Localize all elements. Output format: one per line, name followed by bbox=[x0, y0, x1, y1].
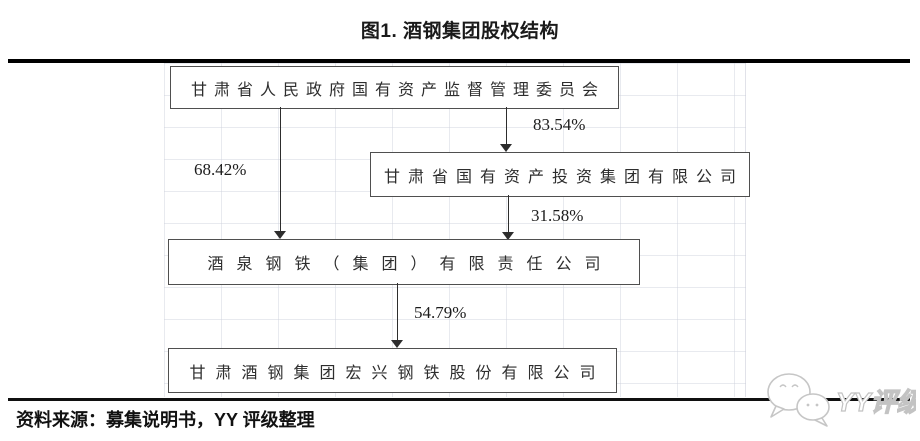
ownership-percent-label: 68.42% bbox=[194, 160, 247, 179]
ownership-percent-label: 54.79% bbox=[414, 303, 467, 322]
arrow-shaft bbox=[397, 283, 398, 342]
arrow-head-icon bbox=[500, 144, 512, 152]
source-note: 资料来源：募集说明书，YY 评级整理 bbox=[16, 410, 315, 430]
org-box-label: 甘肃省人民政府国有资产监督管理委员会 bbox=[190, 79, 605, 99]
watermark-logo: YY评级 bbox=[767, 373, 916, 427]
watermark-text: YY评级 bbox=[836, 387, 916, 417]
org-box-gansu-invest: 甘肃省国有资产投资集团有限公司 bbox=[370, 152, 750, 197]
org-box-gansu-sasac: 甘肃省人民政府国有资产监督管理委员会 bbox=[170, 66, 619, 109]
top-rule bbox=[8, 59, 910, 63]
grid-background bbox=[164, 63, 746, 397]
org-box-label: 甘肃省国有资产投资集团有限公司 bbox=[383, 166, 744, 186]
arrow-shaft bbox=[280, 107, 281, 233]
ownership-arrow-invest-to-jiuquan bbox=[502, 195, 514, 240]
arrow-head-icon bbox=[391, 340, 403, 348]
figure-title: 图1. 酒钢集团股权结构 bbox=[360, 21, 560, 42]
arrow-head-icon bbox=[274, 231, 286, 239]
equity-structure-diagram: 甘肃省人民政府国有资产监督管理委员会 83.54% 68.42% 甘肃省国有资产… bbox=[0, 63, 920, 398]
ownership-arrow-sasac-to-jiuquan bbox=[274, 107, 286, 239]
arrow-shaft bbox=[508, 195, 509, 234]
arrow-head-icon bbox=[502, 232, 514, 240]
org-box-label: 甘肃酒钢集团宏兴钢铁股份有限公司 bbox=[189, 362, 606, 382]
bottom-rule bbox=[8, 398, 910, 401]
chat-bubbles-icon bbox=[767, 373, 830, 427]
ownership-percent-label: 83.54% bbox=[533, 115, 586, 134]
ownership-arrow-sasac-to-invest bbox=[500, 107, 512, 152]
ownership-percent-label: 31.58% bbox=[531, 206, 584, 225]
ownership-arrow-jiuquan-to-hongxing bbox=[391, 283, 403, 348]
arrow-shaft bbox=[506, 107, 507, 146]
org-box-hongxing-steel: 甘肃酒钢集团宏兴钢铁股份有限公司 bbox=[168, 348, 617, 393]
org-box-jiuquan-steel: 酒泉钢铁（集团）有限责任公司 bbox=[168, 239, 640, 285]
org-box-label: 酒泉钢铁（集团）有限责任公司 bbox=[207, 254, 614, 273]
